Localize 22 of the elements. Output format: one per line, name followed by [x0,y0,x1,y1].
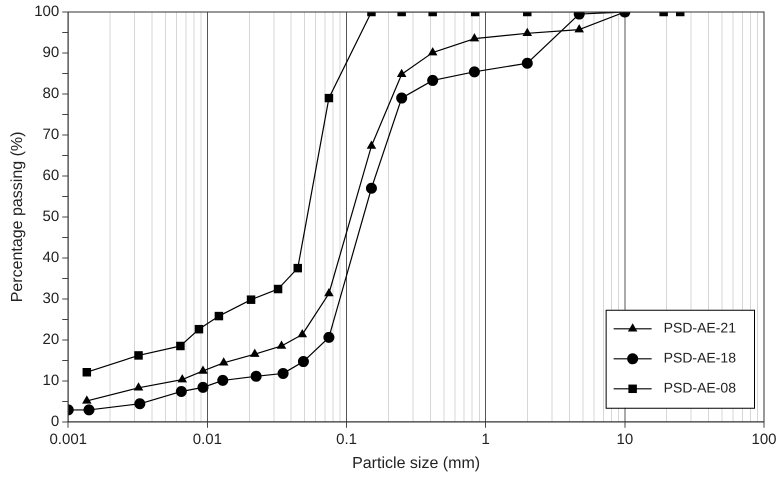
legend-label: PSD-AE-18 [664,350,736,366]
y-tick-label: 80 [42,85,60,102]
x-tick-label: 0.001 [49,430,87,448]
x-tick-label: 1 [482,430,490,448]
x-tick-label: 0.1 [336,430,357,448]
y-tick-label: 40 [42,249,60,266]
y-tick-label: 30 [42,290,60,307]
y-tick-label: 90 [42,44,60,62]
y-tick-label: 20 [42,330,60,348]
y-tick-label: 50 [42,208,60,226]
x-tick-label: 10 [616,430,634,448]
y-axis-title: Percentage passing (%) [9,132,26,302]
x-tick-label: 100 [751,430,777,448]
legend-label: PSD-AE-08 [664,380,736,396]
y-tick-label: 0 [50,412,60,430]
y-tick-label: 70 [42,126,60,144]
y-tick-label: 10 [42,372,60,389]
y-tick-label: 60 [42,167,60,184]
x-tick-label: 0.01 [192,430,222,448]
y-tick-label: 100 [34,3,60,20]
x-axis-title: Particle size (mm) [352,454,480,472]
legend-label: PSD-AE-21 [664,320,736,336]
